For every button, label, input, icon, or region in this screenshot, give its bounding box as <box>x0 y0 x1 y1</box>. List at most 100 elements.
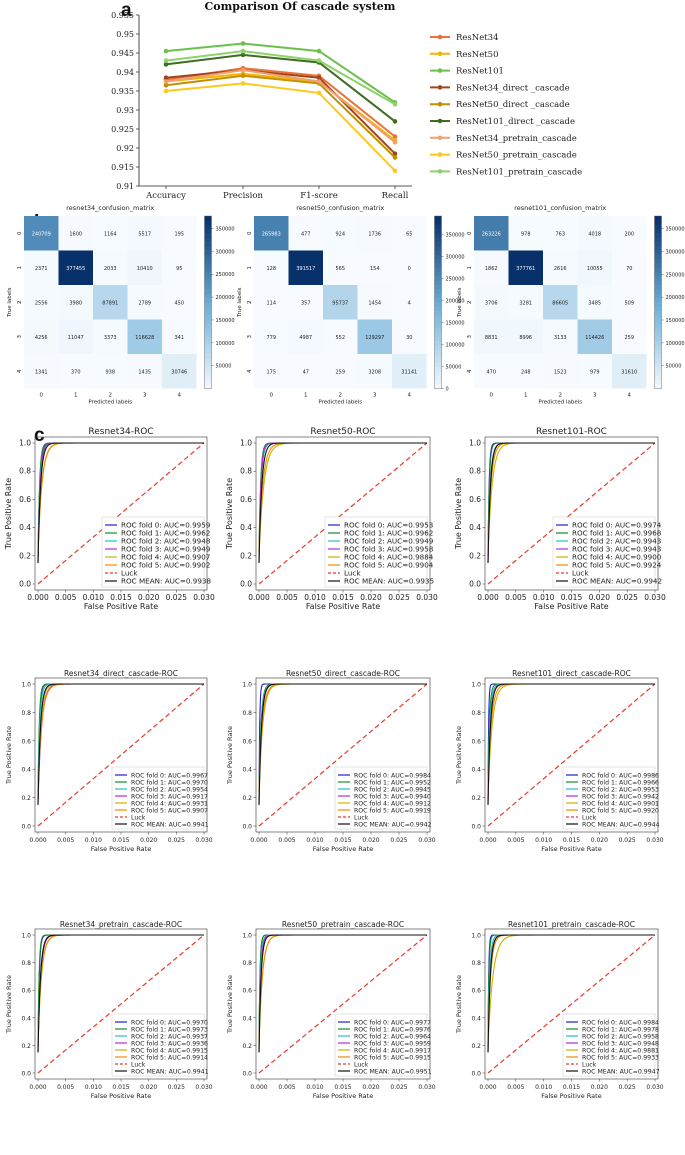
roc-curve <box>37 683 204 805</box>
roc-y-tick-label: 0.8 <box>471 960 481 967</box>
colorbar-segment <box>654 254 662 260</box>
y-tick-label: 0.935 <box>111 87 134 96</box>
roc-legend-label: ROC fold 5: AUC=0.9907 <box>131 807 208 814</box>
cm-cell-value: 129297 <box>365 335 384 341</box>
cm-cell <box>24 319 59 354</box>
colorbar-tick-label: 100000 <box>446 342 465 348</box>
colorbar-segment <box>434 224 442 230</box>
x-tick-label: F1-score <box>300 191 338 200</box>
colorbar-segment <box>654 237 662 243</box>
cm-cell <box>612 216 647 251</box>
roc-x-tick-label: 0.030 <box>416 593 438 602</box>
cm-cell-value: 31141 <box>401 369 417 375</box>
roc-luck-line <box>37 442 205 585</box>
roc-x-tick-label: 0.020 <box>140 1084 157 1091</box>
roc-x-tick-label: 0.030 <box>646 837 663 844</box>
cm-cell-value: 30746 <box>171 369 187 375</box>
series-point <box>240 41 246 46</box>
series-point <box>392 102 398 107</box>
roc-x-label: False Positive Rate <box>541 845 601 853</box>
roc-legend-label: ROC fold 2: AUC=0.9958 <box>582 1033 659 1040</box>
roc-x-tick-label: 0.030 <box>646 1084 663 1091</box>
y-tick-label: 0.94 <box>116 68 134 77</box>
colorbar-segment <box>434 276 442 282</box>
colorbar-tick-label: 50000 <box>666 364 682 370</box>
panel-letter-a: a <box>121 0 132 21</box>
cm-cell <box>323 354 358 389</box>
cm-cell <box>508 285 543 320</box>
series-point <box>163 58 169 63</box>
roc-x-tick-label: 0.025 <box>619 1084 636 1091</box>
roc-x-tick-label: 0.020 <box>589 593 611 602</box>
cm-cell <box>577 319 612 354</box>
roc-x-tick-label: 0.020 <box>140 837 157 844</box>
roc-y-tick-label: 1.0 <box>21 933 31 940</box>
cm-cell-value: 779 <box>266 335 276 341</box>
cm-cell-value: 95737 <box>332 300 348 306</box>
cm-cell-value: 377455 <box>66 266 85 272</box>
cm-cell <box>577 216 612 251</box>
cm-cell-value: 1862 <box>485 266 498 272</box>
roc-curve <box>487 934 655 1053</box>
colorbar-segment <box>204 241 212 247</box>
cm-y-tick: 4 <box>467 369 473 373</box>
roc-legend-box <box>324 516 428 588</box>
cm-cell <box>543 216 578 251</box>
roc-legend-label: ROC fold 2: AUC=0.9945 <box>354 786 431 793</box>
colorbar-segment <box>654 319 662 325</box>
cm-cell-value: 70 <box>626 266 632 272</box>
colorbar-segment <box>204 254 212 260</box>
roc-legend-label: Luck <box>121 568 138 577</box>
roc-x-tick-label: 0.005 <box>507 1084 524 1091</box>
cm-x-tick: 4 <box>628 393 632 399</box>
roc-x-tick-label: 0.030 <box>644 593 666 602</box>
roc-legend-label: ROC fold 3: AUC=0.9917 <box>131 793 208 800</box>
cm-x-tick: 0 <box>40 393 44 399</box>
cm-cell <box>93 319 128 354</box>
roc-x-tick-label: 0.030 <box>193 593 215 602</box>
roc-x-tick-label: 0.000 <box>248 593 270 602</box>
roc-legend-label: Luck <box>582 1061 597 1068</box>
roc-legend-label: ROC fold 3: AUC=0.9936 <box>131 1040 208 1047</box>
colorbar-segment <box>434 297 442 303</box>
cm-cell <box>162 250 197 285</box>
roc-legend-label: ROC fold 0: AUC=0.9967 <box>131 772 208 779</box>
colorbar-segment <box>654 332 662 338</box>
legend-marker <box>437 118 443 124</box>
colorbar-segment <box>654 267 662 273</box>
series-point <box>316 58 322 63</box>
cm-cell-value: 341 <box>174 335 184 341</box>
roc-legend-label: ROC fold 5: AUC=0.9919 <box>354 807 431 814</box>
cm-y-label: True labels <box>237 287 243 318</box>
roc-y-tick-label: 1.0 <box>471 933 481 940</box>
roc-legend-label: ROC MEAN: AUC=0.9942 <box>572 576 662 585</box>
series-point <box>392 134 398 139</box>
colorbar-segment <box>654 323 662 329</box>
cm-cell-value: 924 <box>335 231 345 237</box>
roc-y-tick-label: 0.6 <box>469 495 481 504</box>
legend-marker <box>437 51 443 57</box>
roc-x-tick-label: 0.030 <box>418 837 435 844</box>
colorbar-segment <box>434 366 442 372</box>
roc-legend-label: ROC fold 3: AUC=0.9940 <box>354 793 431 800</box>
cm-cell-value: 377761 <box>516 266 535 272</box>
cm-cell-value: 3706 <box>485 300 498 306</box>
y-tick-label: 0.945 <box>111 49 134 58</box>
roc-legend-label: ROC fold 3: AUC=0.9949 <box>121 544 211 553</box>
roc-y-tick-label: 0.6 <box>240 495 252 504</box>
cm-cell-value: 116628 <box>135 335 154 341</box>
cm-cell-value: 357 <box>301 300 311 306</box>
cm-cell-value: 86605 <box>552 300 568 306</box>
roc-legend-label: ROC fold 0: AUC=0.9984 <box>582 1019 659 1026</box>
roc-x-tick-label: 0.015 <box>563 837 580 844</box>
cm-cell-value: 979 <box>590 369 600 375</box>
panel-letter-c: c <box>34 425 45 446</box>
roc-x-label: False Positive Rate <box>541 1092 601 1100</box>
colorbar-segment <box>434 259 442 264</box>
cm-cell <box>323 285 358 320</box>
series-point <box>240 52 246 58</box>
colorbar-tick-label: 300000 <box>216 249 235 255</box>
roc-y-tick-label: 0.2 <box>242 1043 252 1050</box>
cm-cell-value: 95 <box>176 266 182 272</box>
roc-y-tick-label: 0.4 <box>21 767 31 774</box>
